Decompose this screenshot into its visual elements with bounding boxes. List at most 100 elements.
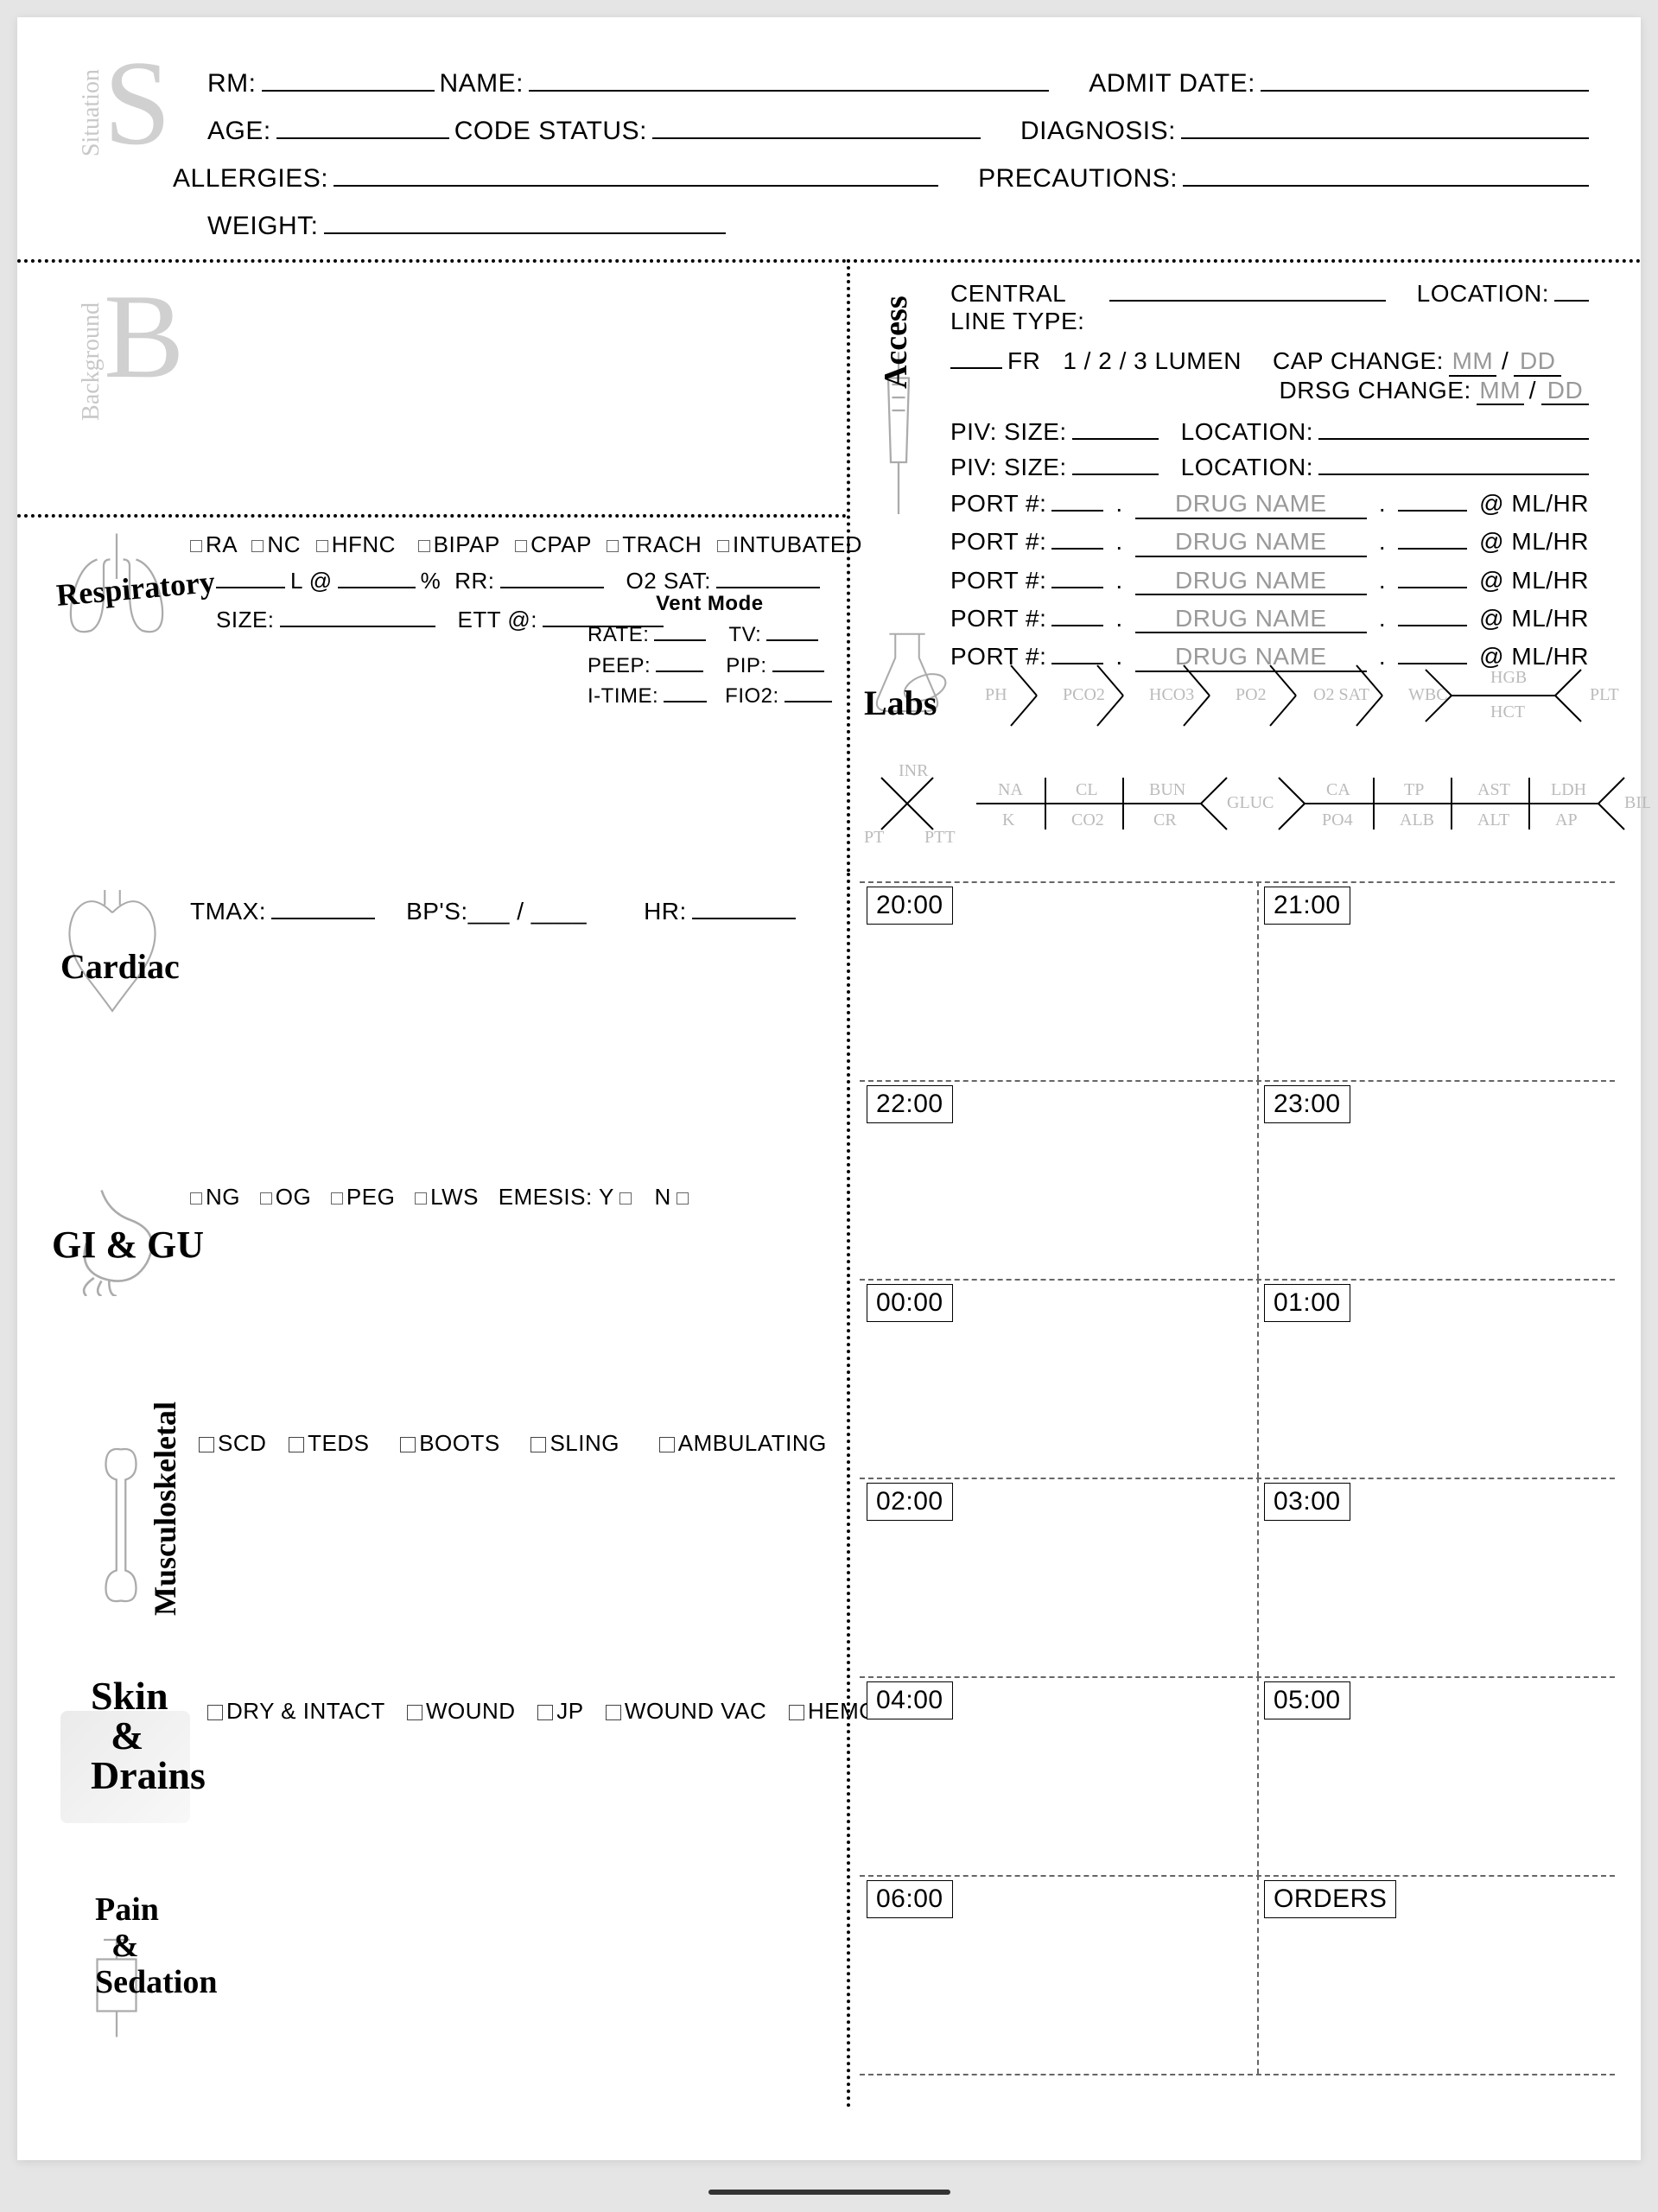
port-num-input[interactable] — [1051, 521, 1103, 550]
piv2-loc[interactable] — [1318, 446, 1589, 475]
situation-row1: RM: NAME: ADMIT DATE: — [207, 60, 1589, 99]
lbl: ETT @: — [458, 607, 537, 633]
allergies-input[interactable] — [334, 156, 938, 187]
port-rate-input[interactable] — [1398, 597, 1467, 626]
bipap-checkbox[interactable] — [418, 540, 430, 552]
port-num-input[interactable] — [1051, 559, 1103, 588]
ng-checkbox[interactable] — [190, 1192, 202, 1205]
time-slot[interactable]: 21:00 — [1264, 887, 1350, 925]
fio2-input[interactable] — [785, 678, 832, 703]
port-rate-input[interactable] — [1398, 521, 1467, 550]
o2sat-input[interactable] — [716, 562, 820, 588]
name-label: NAME: — [440, 69, 524, 99]
woundvac-checkbox[interactable] — [606, 1705, 621, 1720]
dd-input[interactable]: DD — [1541, 377, 1589, 406]
rr-input[interactable] — [500, 562, 604, 588]
time-slot[interactable]: 20:00 — [867, 887, 953, 925]
teds-checkbox[interactable] — [289, 1437, 304, 1452]
cardiac-label: Cardiac — [60, 946, 180, 987]
emesis-n-checkbox[interactable] — [677, 1192, 689, 1205]
time-slot[interactable]: 00:00 — [867, 1284, 953, 1322]
time-slot[interactable]: ORDERS — [1264, 1880, 1396, 1918]
time-slot[interactable]: 02:00 — [867, 1483, 953, 1521]
gigu-options: NG OG PEG LWS EMESIS: Y N — [190, 1184, 692, 1211]
port-num-input[interactable] — [1051, 483, 1103, 512]
l-input[interactable] — [216, 562, 285, 588]
piv2-size[interactable] — [1072, 446, 1159, 475]
jp-checkbox[interactable] — [537, 1705, 553, 1720]
access-label: Access — [877, 296, 915, 389]
weight-input[interactable] — [324, 203, 727, 234]
hr-input[interactable] — [692, 890, 796, 919]
intubated-checkbox[interactable] — [717, 540, 729, 552]
name-input[interactable] — [529, 60, 1049, 92]
divider — [847, 259, 850, 873]
svg-text:CL: CL — [1076, 780, 1098, 799]
boots-checkbox[interactable] — [400, 1437, 416, 1452]
dry-checkbox[interactable] — [207, 1705, 223, 1720]
pip-input[interactable] — [772, 647, 824, 672]
admit-date-input[interactable] — [1261, 60, 1589, 92]
itime-input[interactable] — [664, 678, 707, 703]
opt: JP — [556, 1698, 583, 1724]
code-status-input[interactable] — [652, 108, 981, 139]
svg-text:LDH: LDH — [1551, 780, 1586, 799]
piv1-size[interactable] — [1072, 410, 1159, 440]
mm-input[interactable]: MM — [1477, 377, 1524, 406]
rm-input[interactable] — [262, 60, 435, 92]
rate-input[interactable] — [654, 616, 706, 641]
peg-checkbox[interactable] — [331, 1192, 343, 1205]
port-num-input[interactable] — [1051, 597, 1103, 626]
lbl: TV: — [728, 623, 761, 647]
piv1-loc[interactable] — [1318, 410, 1589, 440]
nc-checkbox[interactable] — [251, 540, 264, 552]
tmax-input[interactable] — [271, 890, 375, 919]
port-rate-input[interactable] — [1398, 483, 1467, 512]
age-label: AGE: — [207, 117, 271, 146]
lbl: CENTRAL LINE TYPE: — [950, 280, 1104, 335]
rm-label: RM: — [207, 69, 257, 99]
lbl: RR: — [454, 568, 494, 594]
time-slot[interactable]: 03:00 — [1264, 1483, 1350, 1521]
loc-input[interactable] — [1554, 272, 1589, 302]
time-slot[interactable]: 01:00 — [1264, 1284, 1350, 1322]
pct-input[interactable] — [338, 562, 416, 588]
situation-vlabel: Situation — [78, 69, 105, 156]
cpap-checkbox[interactable] — [515, 540, 527, 552]
lbl: EMESIS: Y — [499, 1184, 614, 1210]
clt-input[interactable] — [1109, 272, 1386, 302]
wound-checkbox[interactable] — [407, 1705, 422, 1720]
precautions-input[interactable] — [1183, 156, 1589, 187]
lab: PH — [985, 685, 1007, 704]
skin-options: DRY & INTACT WOUND JP WOUND VAC HEMOVAC — [207, 1698, 923, 1725]
time-slot[interactable]: 05:00 — [1264, 1681, 1350, 1719]
port-rate-input[interactable] — [1398, 559, 1467, 588]
dd-input[interactable]: DD — [1514, 347, 1561, 377]
hemovac-checkbox[interactable] — [789, 1705, 804, 1720]
time-slot[interactable]: 23:00 — [1264, 1085, 1350, 1123]
lbl: LOCATION: — [1181, 454, 1313, 481]
vent-mode: Vent Mode RATE: TV: PEEP: PIP: I-TIME: F… — [588, 592, 832, 709]
og-checkbox[interactable] — [260, 1192, 272, 1205]
ra-checkbox[interactable] — [190, 540, 202, 552]
ambulating-checkbox[interactable] — [659, 1437, 675, 1452]
lws-checkbox[interactable] — [415, 1192, 427, 1205]
scd-checkbox[interactable] — [199, 1437, 214, 1452]
time-slot[interactable]: 06:00 — [867, 1880, 953, 1918]
mm-input[interactable]: MM — [1449, 347, 1496, 377]
tv-input[interactable] — [766, 616, 818, 641]
hfnc-checkbox[interactable] — [316, 540, 328, 552]
age-input[interactable] — [276, 108, 449, 139]
diagnosis-input[interactable] — [1181, 108, 1589, 139]
time-slot[interactable]: 04:00 — [867, 1681, 953, 1719]
fr-input[interactable] — [950, 340, 1002, 370]
peep-input[interactable] — [656, 647, 703, 672]
size-input[interactable] — [280, 601, 435, 627]
opt: INTUBATED — [733, 531, 862, 557]
trach-checkbox[interactable] — [607, 540, 619, 552]
time-slot[interactable]: 22:00 — [867, 1085, 953, 1123]
lbl: TMAX: — [190, 898, 266, 925]
opt: AMBULATING — [678, 1430, 827, 1456]
emesis-y-checkbox[interactable] — [619, 1192, 632, 1205]
sling-checkbox[interactable] — [530, 1437, 546, 1452]
